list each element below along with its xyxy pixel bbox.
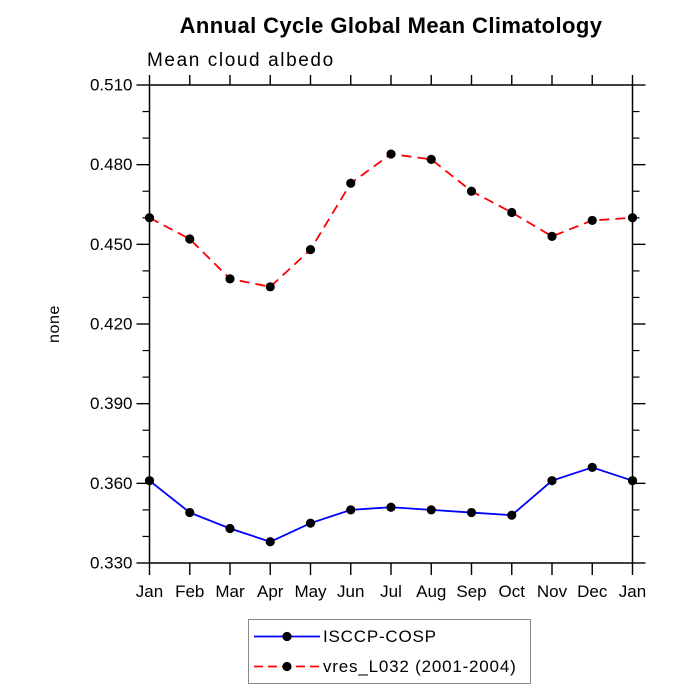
x-tick-label: Dec [577, 582, 608, 601]
legend-label: vres_L032 (2001-2004) [323, 656, 517, 676]
x-tick-label: Oct [499, 582, 526, 601]
chart-title: Annual Cycle Global Mean Climatology [179, 13, 603, 38]
legend-box: ISCCP-COSP vres_L032 (2001-2004) [248, 619, 531, 684]
y-tick-label: 0.420 [90, 315, 133, 334]
data-point-marker [144, 476, 155, 486]
y-tick-label: 0.480 [90, 155, 133, 174]
data-point-marker [265, 537, 275, 547]
chart-subtitle: Mean cloud albedo [147, 50, 335, 71]
data-point-marker [587, 215, 597, 226]
x-tick-label: Sep [456, 582, 486, 601]
x-tick-label: Jan [619, 582, 646, 601]
data-point-marker [627, 213, 638, 223]
data-point-marker [386, 502, 396, 512]
legend-item: vres_L032 (2001-2004) [253, 652, 530, 682]
x-tick-label: May [294, 582, 327, 601]
y-tick-label: 0.510 [90, 76, 133, 95]
data-point-marker [466, 186, 477, 196]
data-point-marker [144, 213, 155, 223]
data-point-marker [426, 505, 436, 515]
x-tick-label: Nov [537, 582, 568, 601]
legend-line-sample [254, 631, 320, 642]
data-point-marker [627, 476, 638, 486]
data-point-marker [346, 505, 356, 515]
data-point-marker [185, 507, 195, 518]
data-point-marker [466, 507, 477, 518]
data-point-marker [386, 149, 396, 159]
legend-line-sample [254, 661, 320, 672]
y-tick-label: 0.450 [90, 235, 133, 254]
legend-label: ISCCP-COSP [323, 626, 437, 646]
data-point-marker [587, 462, 597, 472]
data-point-marker [305, 245, 316, 255]
y-tick-label: 0.390 [90, 394, 133, 413]
legend-item: ISCCP-COSP [253, 622, 530, 652]
legend-marker [282, 631, 292, 642]
x-tick-label: Feb [175, 582, 204, 601]
data-point-marker [265, 282, 275, 292]
x-tick-label: Jun [337, 582, 364, 601]
x-tick-label: Mar [215, 582, 245, 601]
series-line-1 [149, 153, 633, 288]
y-tick-label: 0.330 [90, 554, 133, 573]
data-point-marker [547, 231, 557, 241]
x-tick-label: Jan [136, 582, 163, 601]
legend-marker [282, 661, 292, 672]
x-tick-label: Jul [380, 582, 402, 601]
x-tick-label: Apr [257, 582, 284, 601]
data-point-marker [225, 274, 235, 284]
x-tick-label: Aug [416, 582, 446, 601]
data-point-marker [185, 234, 195, 244]
data-point-marker [346, 178, 356, 188]
data-point-marker [305, 518, 316, 528]
y-tick-label: 0.360 [90, 474, 133, 493]
data-point-marker [225, 523, 235, 534]
data-point-marker [507, 207, 517, 218]
data-point-marker [547, 476, 557, 486]
data-point-marker [507, 510, 517, 520]
data-point-marker [426, 154, 436, 164]
